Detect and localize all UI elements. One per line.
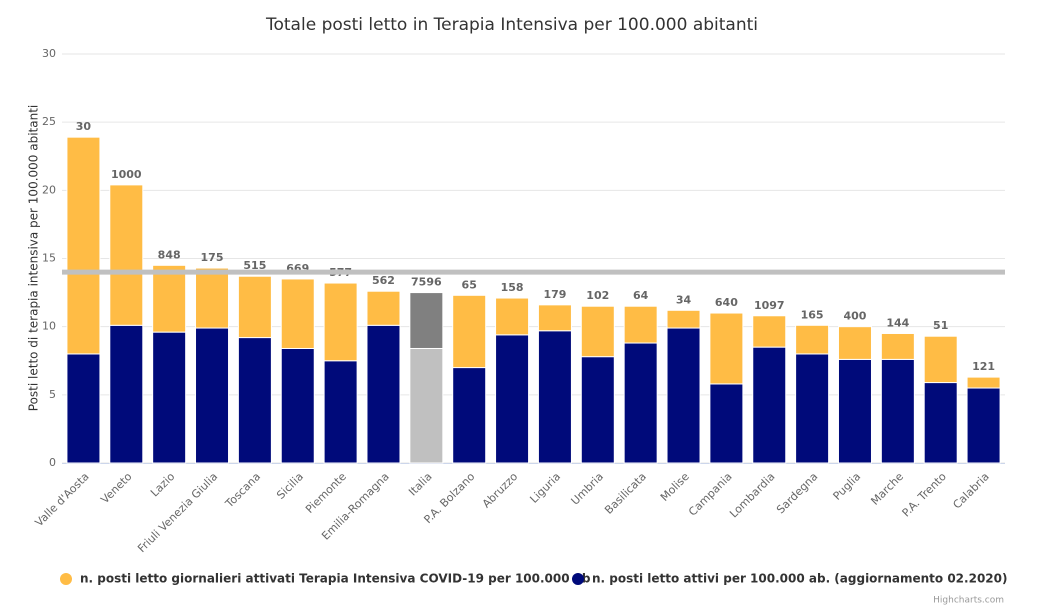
stack-label: 179 (543, 288, 566, 301)
credits: Highcharts.com (933, 596, 1004, 606)
stack-label: 848 (158, 248, 181, 261)
bar-segment (495, 297, 530, 336)
x-tick-label: Piemonte (303, 470, 349, 516)
bar-segment (923, 335, 958, 384)
x-tick-label: Sardegna (774, 470, 820, 516)
bar-segment (237, 337, 272, 464)
bar-segment (795, 324, 830, 355)
y-tick-label: 30 (42, 47, 56, 60)
bar-segment (152, 331, 187, 464)
legend-label: n. posti letto giornalieri attivati Tera… (80, 572, 591, 586)
stack-label: 562 (372, 274, 395, 287)
stack-label: 175 (201, 251, 224, 264)
x-tick-label: Sicilia (274, 470, 306, 502)
bar-segment (837, 326, 872, 360)
bar-segment (666, 327, 701, 464)
stack-label: 640 (715, 296, 738, 309)
bar-segment (923, 382, 958, 464)
legend-marker (572, 573, 584, 585)
x-tick-label: Veneto (98, 470, 134, 506)
stack-label: 51 (933, 319, 948, 332)
bar-segment (323, 360, 358, 464)
bar-segment (195, 267, 230, 329)
bar-segment (495, 334, 530, 464)
x-tick-label: Calabria (950, 470, 991, 511)
bar-segment (880, 332, 915, 360)
bar-segment (537, 330, 572, 464)
stack-label: 121 (972, 360, 995, 373)
x-tick-label: Italia (406, 470, 434, 498)
stack-label: 7596 (411, 276, 442, 289)
bar-segment (109, 184, 144, 326)
bar-segment (152, 264, 187, 333)
stack-label: 144 (886, 316, 909, 329)
bar-segment (66, 353, 101, 464)
bar-segment (409, 347, 444, 464)
bar-segment (452, 367, 487, 464)
x-tick-label: Molise (658, 470, 692, 504)
bar-segment (237, 275, 272, 339)
x-tick-label: Abruzzo (480, 470, 521, 511)
stack-label: 102 (586, 289, 609, 302)
y-tick-label: 0 (49, 456, 56, 469)
x-tick-label: Basilicata (602, 470, 649, 517)
bar-segment (880, 358, 915, 464)
bar-segment (452, 294, 487, 369)
x-tick-label: Toscana (222, 470, 263, 511)
y-tick-label: 10 (42, 320, 56, 333)
bar-segment (966, 376, 1001, 389)
legend-marker (60, 573, 72, 585)
stack-label: 65 (462, 278, 477, 291)
y-tick-label: 20 (42, 183, 56, 196)
stack-label: 30 (76, 120, 92, 133)
y-axis-label: Posti letto di terapia intensiva per 100… (27, 105, 41, 411)
bar-segment (623, 305, 658, 344)
x-tick-label: Friuli Venezia Giulia (135, 470, 220, 555)
x-tick-label: Umbria (569, 470, 607, 508)
bar-segment (280, 347, 315, 464)
y-tick-label: 5 (49, 388, 56, 401)
bar-segment (709, 312, 744, 385)
bar-segment (366, 324, 401, 464)
bar-segment (623, 342, 658, 464)
bar-segment (409, 292, 444, 349)
x-tick-label: P.A. Trento (900, 470, 950, 520)
chart-title: Totale posti letto in Terapia Intensiva … (265, 15, 758, 35)
y-tick-label: 15 (42, 252, 56, 265)
bar-segment (195, 327, 230, 464)
stack-label: 64 (633, 289, 649, 302)
bar-segment (666, 309, 701, 329)
stack-label: 165 (801, 308, 824, 321)
bar-segment (109, 324, 144, 464)
stack-label: 515 (243, 259, 266, 272)
bar-segment (537, 304, 572, 332)
bar-segment (752, 315, 787, 348)
stack-label: 34 (676, 293, 692, 306)
bar-segment (795, 353, 830, 464)
bar-segment (580, 356, 615, 464)
bar-segment (280, 278, 315, 349)
stack-label: 158 (501, 281, 524, 294)
stack-label: 1097 (754, 299, 785, 312)
stack-label: 400 (843, 310, 866, 323)
legend-label: n. posti letto attivi per 100.000 ab. (a… (592, 572, 1007, 586)
bar-segment (709, 383, 744, 464)
bar-segment (752, 346, 787, 464)
x-tick-label: Marche (868, 470, 906, 508)
bar-segment (366, 290, 401, 326)
x-tick-label: Lazio (148, 470, 177, 499)
x-tick-label: Liguria (527, 470, 563, 506)
bar-segment (837, 358, 872, 464)
bar-segment (323, 282, 358, 362)
stack-label: 1000 (111, 168, 142, 181)
x-tick-label: Lombardia (727, 470, 777, 520)
y-tick-label: 25 (42, 115, 56, 128)
bar-segment (66, 136, 101, 355)
bar-segment (580, 305, 615, 358)
bar-segment (966, 387, 1001, 464)
x-tick-label: Puglia (831, 470, 864, 503)
x-tick-label: Valle d'Aosta (33, 470, 92, 529)
